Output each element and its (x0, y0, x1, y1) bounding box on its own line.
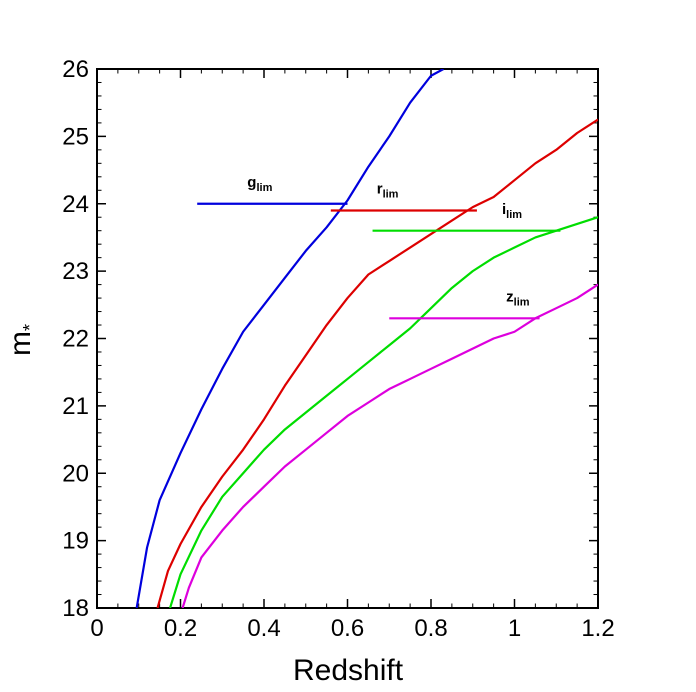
z-lim-subscript: lim (514, 296, 530, 308)
y-tick-label: 20 (62, 460, 89, 487)
g-lim-subscript: lim (256, 182, 272, 194)
y-tick-label: 18 (62, 595, 89, 622)
x-axis-label: Redshift (293, 654, 404, 687)
series-lines (135, 69, 598, 608)
x-tick-label: 0.6 (331, 615, 364, 642)
x-tick-label: 1 (508, 615, 521, 642)
g-lim-label: glim (247, 174, 272, 194)
r-lim-label: rlim (377, 181, 399, 201)
z-lim-letter: z (506, 288, 514, 305)
limit-lines (197, 202, 561, 320)
y-tick-label: 24 (62, 191, 89, 218)
x-tick-labels: 0 0.2 0.4 0.6 0.8 1 1.2 (90, 615, 614, 642)
r-lim-subscript: lim (383, 189, 399, 201)
i-lim-label: ilim (502, 201, 522, 221)
r-lim-letter: r (377, 181, 383, 198)
i-lim-subscript: lim (506, 209, 522, 221)
y-axis-label: m* (4, 324, 40, 356)
series-line-1 (156, 118, 598, 608)
y-tick-label: 26 (62, 56, 89, 83)
series-line-3 (181, 283, 598, 608)
x-tick-label: 0.8 (414, 615, 447, 642)
plot-frame (96, 68, 599, 609)
x-tick-label: 1.2 (581, 615, 614, 642)
series-line-0 (135, 69, 445, 608)
x-tick-label: 0.2 (164, 615, 197, 642)
y-tick-label: 22 (62, 326, 89, 353)
y-tick-label: 23 (62, 258, 89, 285)
y-tick-label: 19 (62, 528, 89, 555)
z-lim-label: zlim (506, 288, 530, 308)
g-lim-letter: g (247, 174, 256, 191)
i-lim-letter: i (502, 201, 506, 218)
y-axis-label-main: m (4, 331, 37, 356)
y-tick-labels: 18 19 20 21 22 23 24 25 26 (62, 56, 89, 622)
y-tick-label: 21 (62, 393, 89, 420)
series-line-2 (169, 216, 598, 608)
x-tick-label: 0.4 (247, 615, 280, 642)
plot-frame-rect (96, 68, 599, 609)
y-axis-label-subscript: * (20, 324, 40, 331)
x-tick-label: 0 (90, 615, 103, 642)
axis-ticks (96, 68, 599, 609)
y-tick-label: 25 (62, 123, 89, 150)
